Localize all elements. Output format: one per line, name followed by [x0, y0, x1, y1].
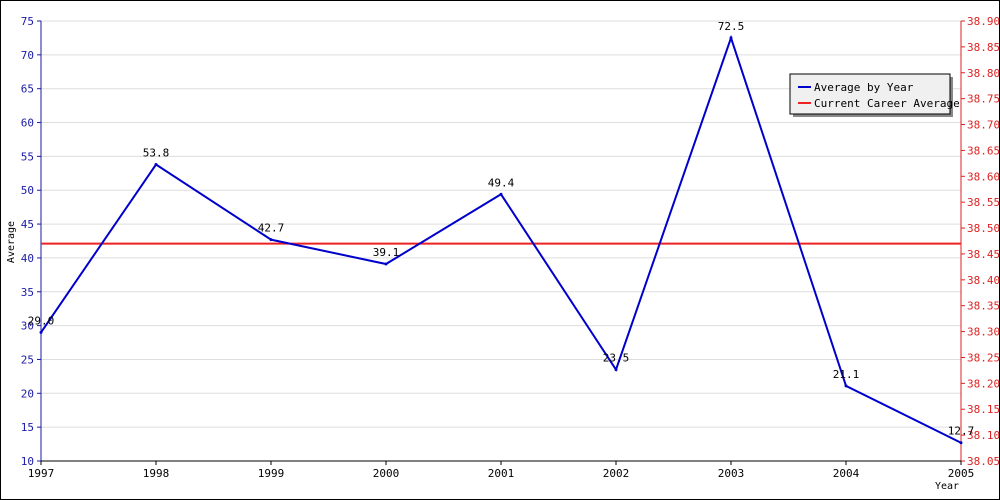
right-tick-label: 38.35 — [967, 300, 999, 313]
right-tick-label: 38.85 — [967, 41, 999, 54]
left-tick-label: 55 — [21, 150, 34, 163]
right-tick-label: 38.65 — [967, 144, 999, 157]
x-tick-label: 1998 — [143, 467, 170, 480]
right-tick-label: 38.15 — [967, 403, 999, 416]
data-point — [499, 192, 503, 196]
right-tick-label: 38.40 — [967, 274, 999, 287]
right-tick-label: 38.90 — [967, 15, 999, 28]
x-axis-title: Year — [935, 481, 959, 492]
left-tick-label: 65 — [21, 83, 34, 96]
x-tick-label: 1997 — [28, 467, 55, 480]
data-label: 53.8 — [143, 147, 170, 160]
data-label: 39.1 — [373, 246, 400, 259]
right-tick-label: 38.25 — [967, 351, 999, 364]
right-tick-label: 38.20 — [967, 377, 999, 390]
left-tick-label: 70 — [21, 49, 34, 62]
right-tick-label: 38.60 — [967, 170, 999, 183]
left-tick-label: 25 — [21, 353, 34, 366]
legend-box — [789, 73, 951, 115]
left-tick-label: 10 — [21, 455, 34, 468]
data-label: 12.7 — [948, 425, 975, 438]
x-tick-label: 2005 — [948, 467, 975, 480]
data-label: 23.5 — [603, 352, 630, 365]
data-point — [269, 238, 273, 242]
data-label: 49.4 — [488, 176, 515, 189]
right-tick-label: 38.70 — [967, 119, 999, 132]
y-axis-title: Average — [6, 221, 17, 263]
data-point — [729, 36, 733, 40]
x-axis-ticks: 1997 1998 1999 2000 2001 2002 2003 2004 2005 — [28, 461, 975, 480]
data-point — [154, 163, 158, 167]
x-tick-label: 2002 — [603, 467, 630, 480]
left-tick-label: 50 — [21, 184, 34, 197]
left-tick-label: 75 — [21, 15, 34, 28]
left-tick-label: 30 — [21, 320, 34, 333]
x-tick-label: 2001 — [488, 467, 515, 480]
right-tick-label: 38.80 — [967, 67, 999, 80]
right-axis-ticks: 38.05 38.10 38.15 38.20 38.25 38.30 38.35 38.40… — [961, 15, 999, 468]
data-point — [39, 330, 43, 334]
left-tick-label: 60 — [21, 117, 34, 130]
right-tick-label: 38.10 — [967, 429, 999, 442]
data-point — [844, 384, 848, 388]
right-tick-label: 38.30 — [967, 326, 999, 339]
data-point — [614, 368, 618, 372]
right-tick-label: 38.75 — [967, 93, 999, 106]
right-tick-label: 38.05 — [967, 455, 999, 468]
right-tick-label: 38.45 — [967, 248, 999, 261]
series — [39, 34, 963, 445]
legend: Average by Year Current Career Average — [789, 73, 960, 117]
legend-label-career-average: Current Career Average — [814, 97, 960, 110]
left-tick-label: 35 — [21, 286, 34, 299]
data-label: 72.5 — [718, 20, 745, 33]
data-label: 29.0 — [28, 314, 55, 327]
left-tick-label: 40 — [21, 252, 34, 265]
grid-lines — [41, 20, 961, 462]
x-tick-label: 2004 — [833, 467, 860, 480]
x-tick-label: 2003 — [718, 467, 745, 480]
left-tick-label: 15 — [21, 421, 34, 434]
data-label: 42.7 — [258, 222, 285, 235]
legend-label-average-by-year: Average by Year — [814, 81, 914, 94]
data-label: 21.1 — [833, 368, 860, 381]
left-tick-label: 45 — [21, 218, 34, 231]
left-tick-label: 20 — [21, 387, 34, 400]
x-tick-label: 1999 — [258, 467, 285, 480]
right-tick-label: 38.50 — [967, 222, 999, 235]
x-tick-label: 2000 — [373, 467, 400, 480]
right-tick-label: 38.55 — [967, 196, 999, 209]
data-point — [959, 441, 963, 445]
data-labels: 29.0 53.8 42.7 39.1 49.4 23.5 72.5 21.1 12.7 — [28, 20, 975, 438]
data-point — [384, 262, 388, 266]
left-axis-ticks: 10 15 20 25 30 35 40 45 50 55 60 65 70 75 — [21, 15, 41, 468]
